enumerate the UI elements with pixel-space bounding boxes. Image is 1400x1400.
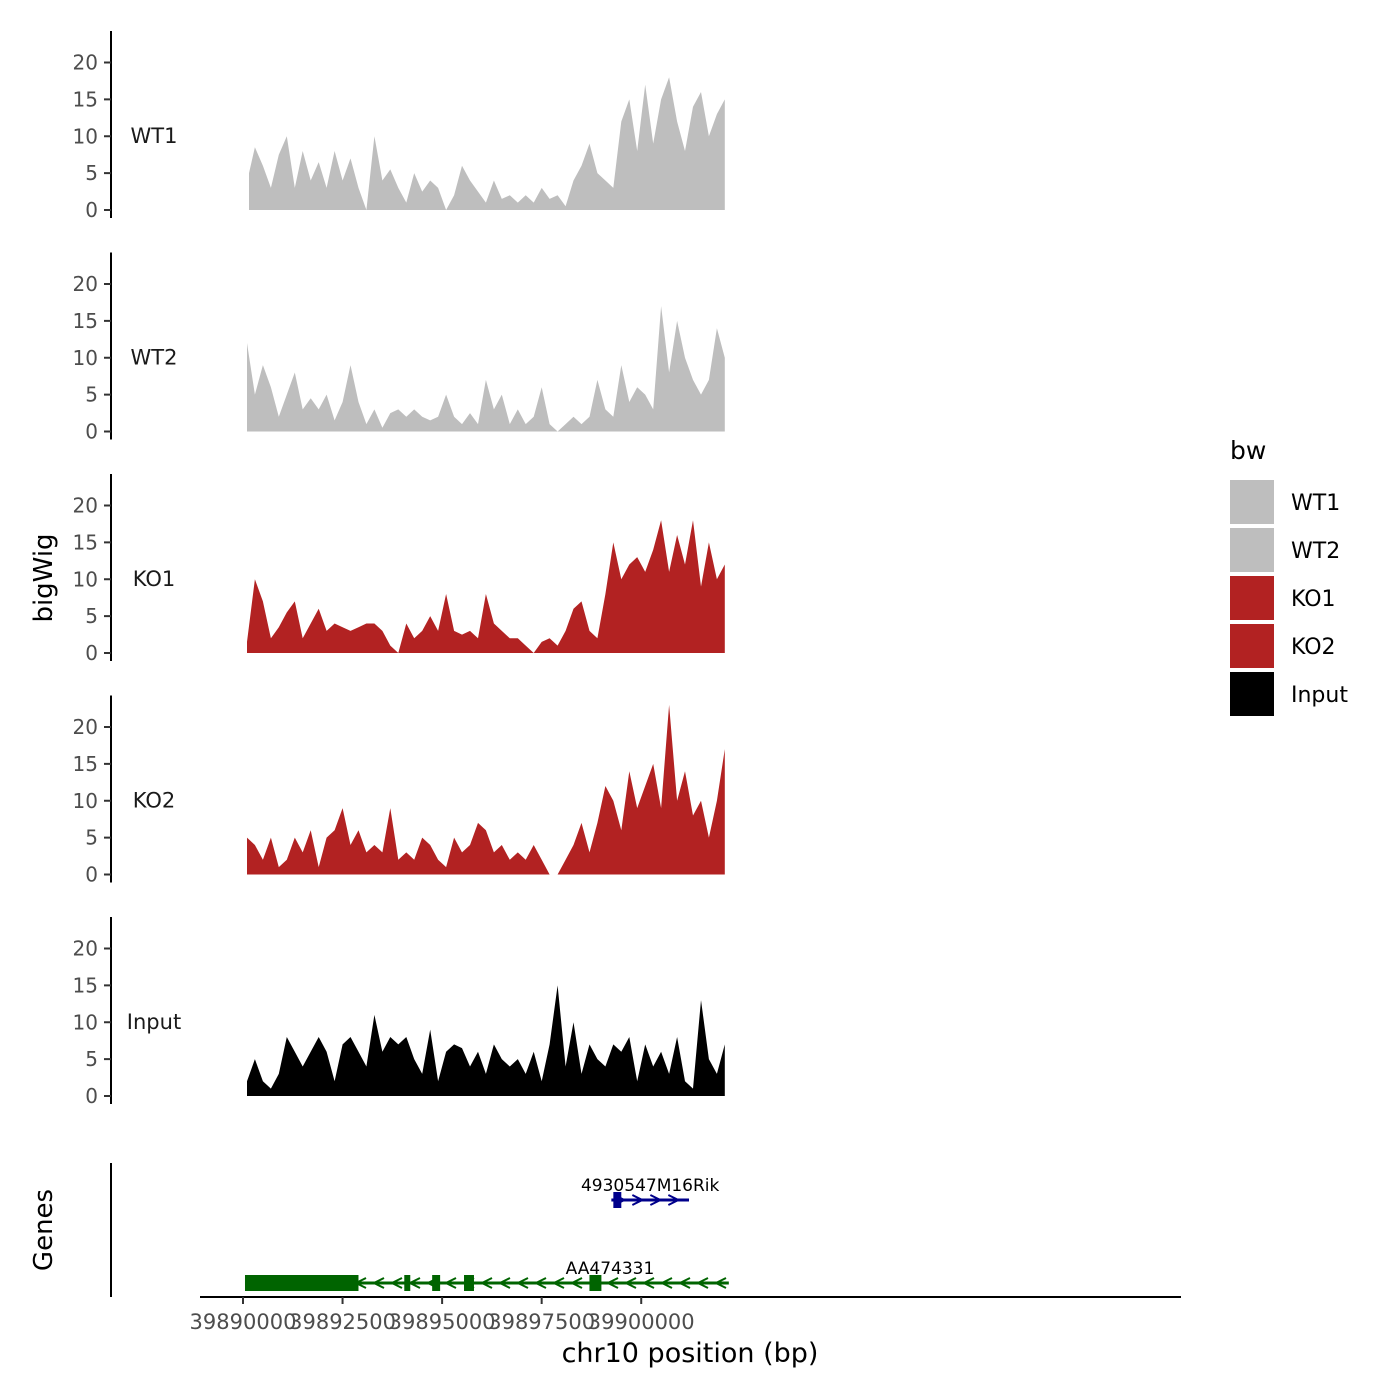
y-tick-label: 10	[73, 789, 98, 813]
y-tick-label: 0	[85, 863, 98, 887]
legend-swatch-wt1	[1230, 480, 1274, 524]
gene-aa474331: AA474331	[244, 1259, 729, 1291]
y-tick-label: 10	[73, 346, 98, 370]
y-tick-label: 20	[73, 51, 98, 75]
strand-arrow	[641, 1277, 655, 1289]
track-label-ko2: KO2	[133, 789, 176, 813]
strand-arrow	[569, 1277, 583, 1289]
y-tick-label: 5	[85, 1047, 98, 1071]
x-tick-label: 39890000	[190, 1310, 297, 1334]
strand-arrow	[649, 1194, 663, 1206]
legend-swatch-ko2	[1230, 624, 1274, 668]
strand-arrow	[551, 1277, 565, 1289]
gene-exon	[404, 1275, 411, 1291]
track-label-input: Input	[127, 1010, 181, 1034]
y-tick-label: 15	[73, 309, 98, 333]
track-area-ko1	[247, 520, 725, 653]
gene-4930547m16rik: 4930547M16Rik	[581, 1176, 720, 1208]
gene-exon	[589, 1275, 602, 1291]
y-tick-label: 0	[85, 198, 98, 222]
strand-arrow	[389, 1277, 403, 1289]
strand-arrow	[515, 1277, 529, 1289]
y-tick-label: 15	[73, 87, 98, 111]
strand-arrow	[713, 1277, 727, 1289]
track-panel-input: 0 5 10 15 20 Input	[73, 917, 725, 1108]
gene-models: AA474331 4930547M16Rik	[244, 1176, 729, 1291]
legend-label-ko2: KO2	[1291, 635, 1336, 660]
strand-arrow	[443, 1277, 457, 1289]
y-tick-label: 5	[85, 826, 98, 850]
x-tick-label: 39895000	[389, 1310, 496, 1334]
y-tick-label: 0	[85, 420, 98, 444]
y-tick-label: 0	[85, 641, 98, 665]
gene-exon	[244, 1275, 359, 1291]
legend-label-input: Input	[1291, 683, 1348, 708]
y-tick-label: 5	[85, 383, 98, 407]
track-area-ko2	[247, 704, 725, 875]
track-label-wt2: WT2	[131, 346, 178, 370]
gene-exon	[432, 1275, 441, 1291]
strand-arrow	[371, 1277, 385, 1289]
legend-swatch-ko1	[1230, 576, 1274, 620]
gene-label: 4930547M16Rik	[581, 1176, 720, 1196]
y-tick-label: 15	[73, 973, 98, 997]
x-tick-label: 39897500	[488, 1310, 595, 1334]
y-tick-label: 20	[73, 937, 98, 961]
track-panel-wt2: 0 5 10 15 20 WT2	[73, 252, 725, 444]
track-panel-ko2: 0 5 10 15 20 KO2	[73, 695, 725, 887]
track-panel-wt1: 0 5 10 15 20 WT1	[73, 31, 725, 222]
x-tick-label: 39900000	[588, 1310, 695, 1334]
strand-arrow	[695, 1277, 709, 1289]
y-axis-title: bigWig	[29, 533, 59, 622]
legend-label-ko1: KO1	[1291, 587, 1336, 612]
track-area-wt2	[247, 306, 725, 432]
y-tick-label: 0	[85, 1084, 98, 1108]
track-area-wt1	[249, 77, 725, 210]
y-tick-label: 15	[73, 530, 98, 554]
y-tick-label: 10	[73, 124, 98, 148]
strand-arrow	[677, 1277, 691, 1289]
y-tick-label: 5	[85, 161, 98, 185]
strand-arrow	[605, 1277, 619, 1289]
legend-label-wt1: WT1	[1291, 491, 1340, 516]
strand-arrow	[533, 1277, 547, 1289]
y-tick-label: 15	[73, 752, 98, 776]
y-tick-label: 10	[73, 567, 98, 591]
genes-axis-title: Genes	[29, 1189, 59, 1271]
y-tick-label: 10	[73, 1010, 98, 1034]
legend-items: WT1 WT2 KO1 KO2 Input	[1230, 480, 1348, 716]
strand-arrow	[667, 1194, 681, 1206]
track-label-ko1: KO1	[133, 567, 176, 591]
y-tick-label: 20	[73, 494, 98, 518]
legend-label-wt2: WT2	[1291, 539, 1340, 564]
gene-exon	[613, 1192, 622, 1208]
gene-label: AA474331	[566, 1259, 655, 1279]
strand-arrow	[623, 1277, 637, 1289]
strand-arrow	[659, 1277, 673, 1289]
y-tick-label: 5	[85, 604, 98, 628]
track-panels: 0 5 10 15 20 WT1 0 5 10 15 20 WT2 0 5 10 15 20 KO1 0 5 10 15 2…	[73, 31, 725, 1108]
y-tick-label: 20	[73, 272, 98, 296]
x-tick-label: 39892500	[289, 1310, 396, 1334]
genes-panel: AA474331 4930547M16Rik	[110, 1163, 729, 1297]
legend-title: bw	[1230, 436, 1266, 465]
strand-arrow	[497, 1277, 511, 1289]
track-area-input	[247, 985, 725, 1096]
strand-arrow	[479, 1277, 493, 1289]
legend-swatch-wt2	[1230, 528, 1274, 572]
x-axis-title: chr10 position (bp)	[562, 1338, 819, 1369]
legend-swatch-input	[1230, 672, 1274, 716]
strand-arrow	[631, 1194, 645, 1206]
y-tick-label: 20	[73, 715, 98, 739]
track-label-wt1: WT1	[131, 124, 178, 148]
track-panel-ko1: 0 5 10 15 20 KO1	[73, 474, 725, 665]
gene-exon	[464, 1275, 474, 1291]
legend: bw WT1 WT2 KO1 KO2 Input	[1230, 436, 1348, 716]
